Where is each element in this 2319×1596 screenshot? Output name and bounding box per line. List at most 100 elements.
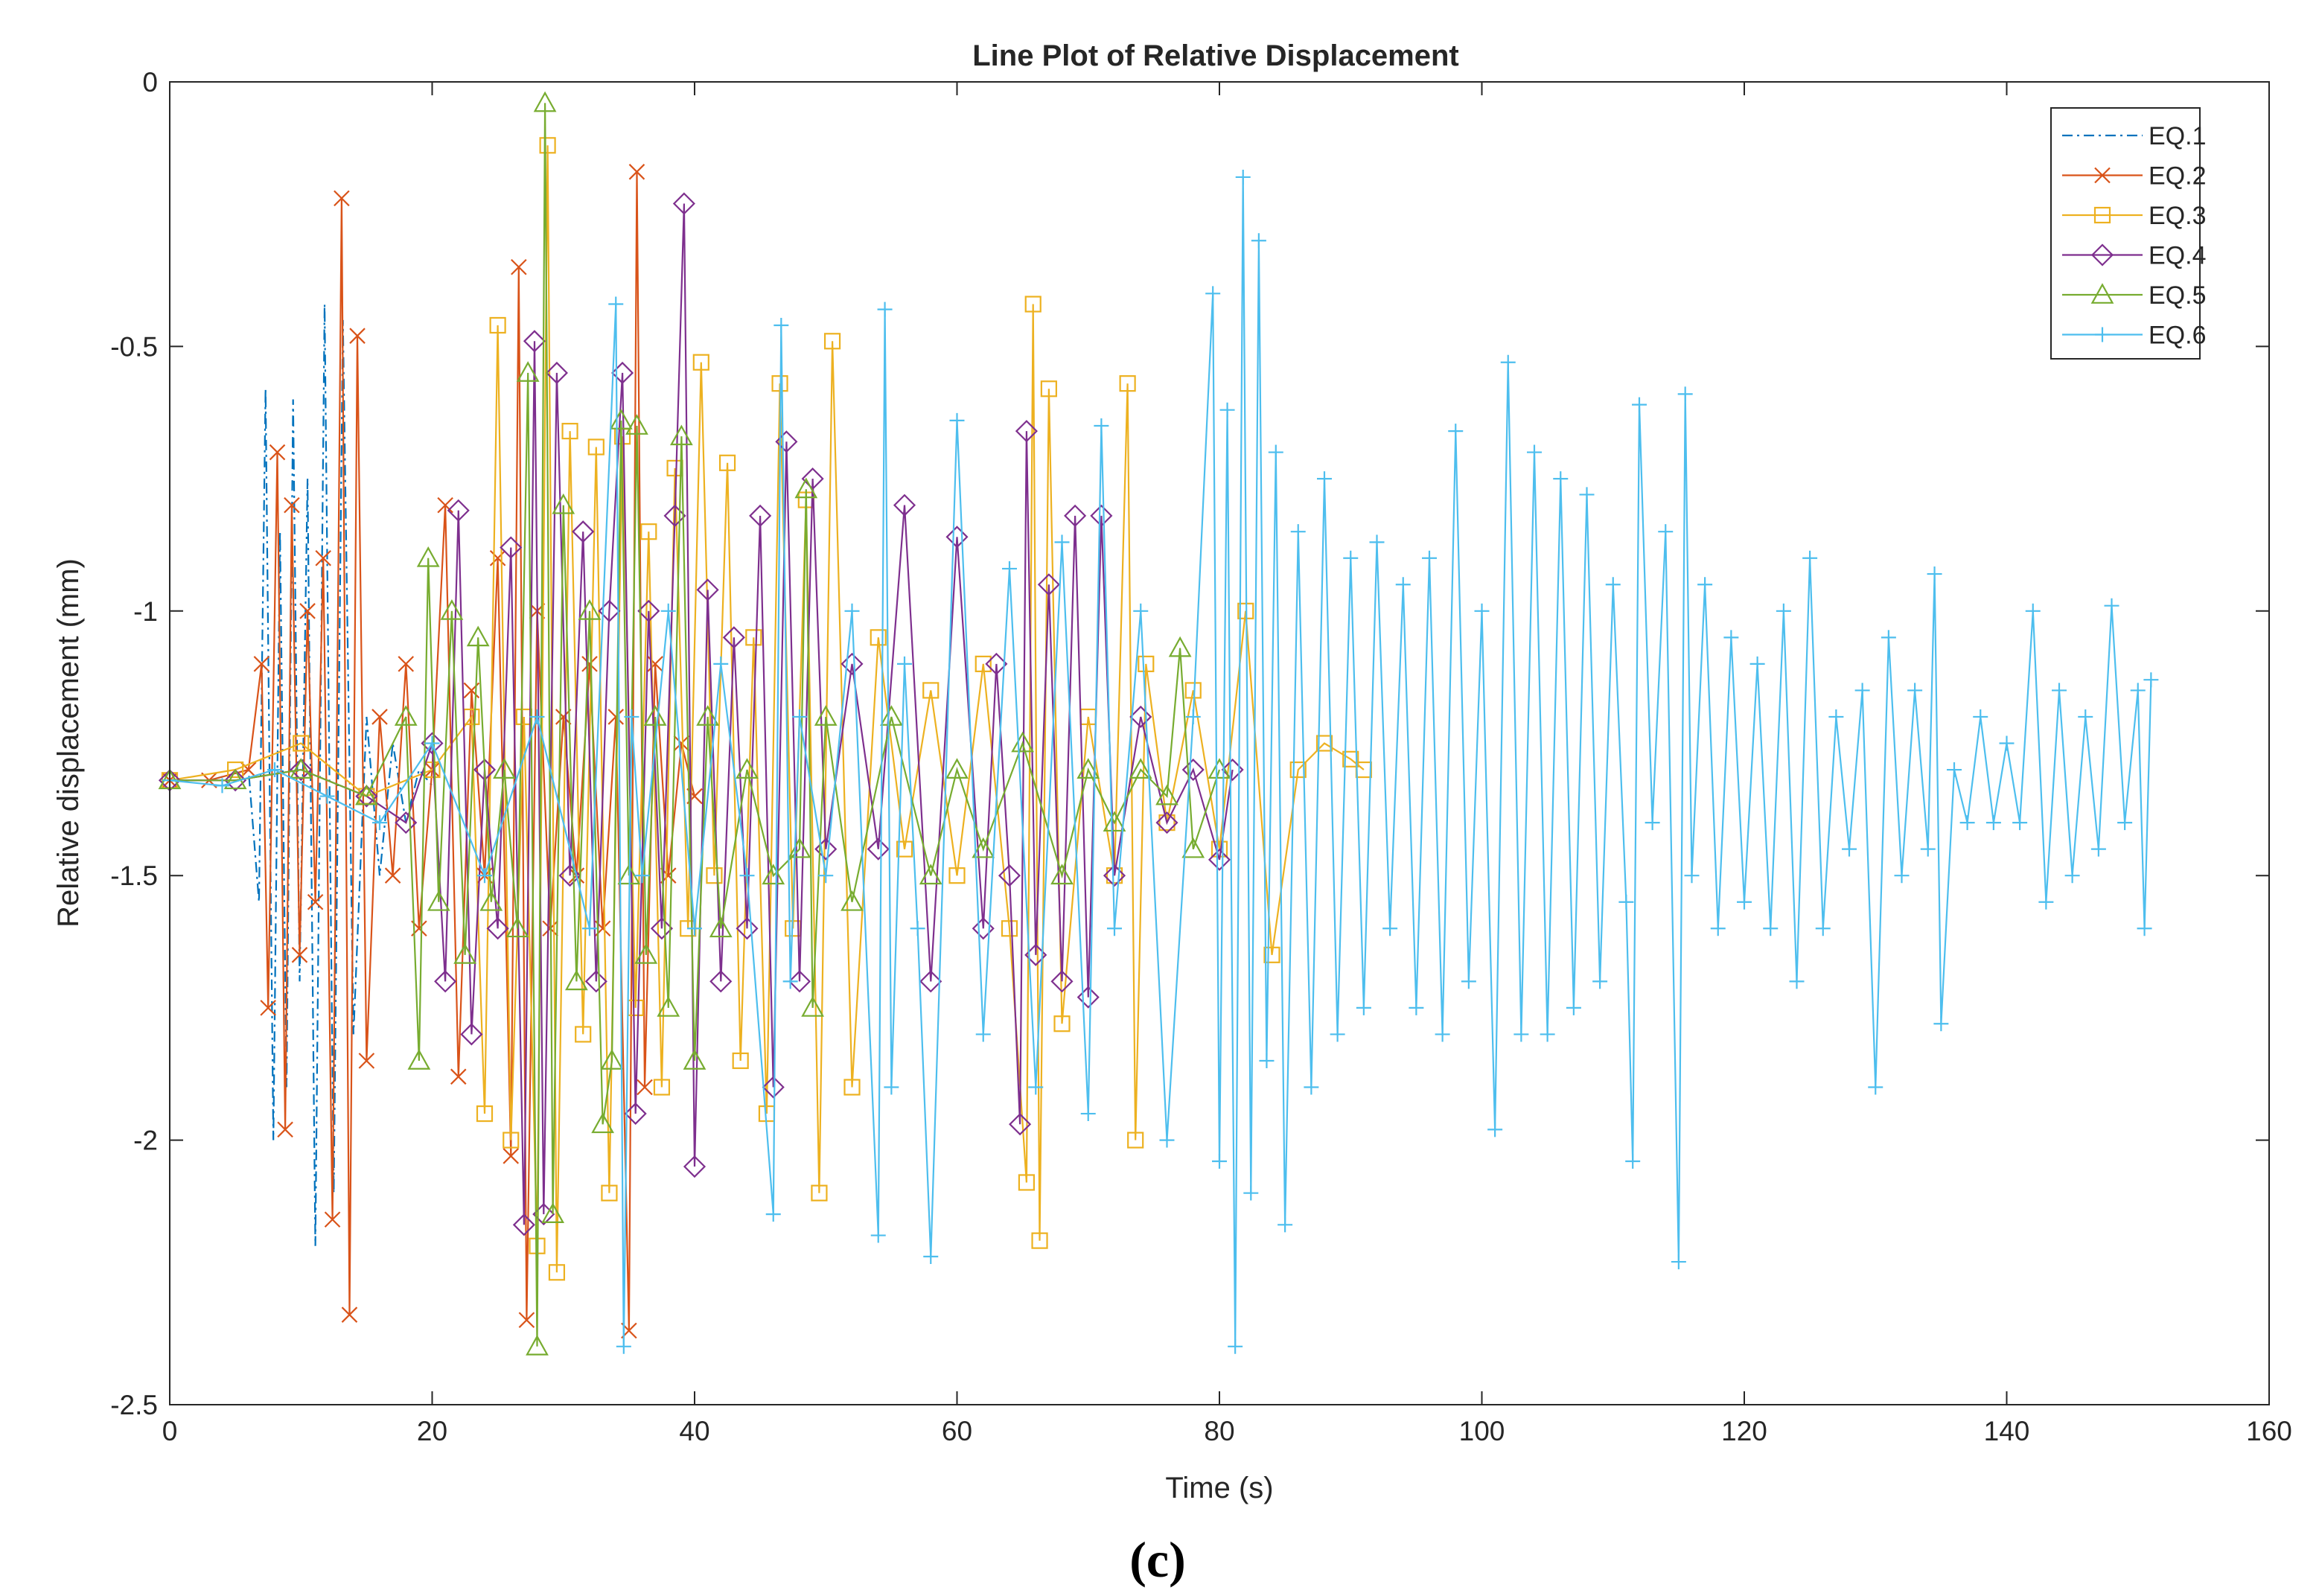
legend-item-eq6[interactable]: EQ.6 [2062, 322, 2206, 350]
data-point-marker [794, 477, 818, 499]
legend-items: EQ.1 EQ.2 EQ.3 EQ.4 EQ.5 EQ.6 [2062, 122, 2206, 350]
data-point-marker [1815, 921, 1831, 936]
data-point-marker [1435, 1027, 1450, 1042]
y-tick-label: -1 [133, 596, 158, 627]
data-point-marker [1103, 864, 1126, 887]
data-point-marker [1927, 566, 1942, 582]
data-point-marker [493, 758, 516, 779]
data-point-marker [489, 549, 506, 566]
x-tick-label: 100 [1459, 1416, 1505, 1446]
data-point-marker [2104, 598, 2119, 613]
data-point-marker [607, 709, 625, 725]
legend-item-eq5[interactable]: EQ.5 [2062, 281, 2206, 310]
data-point-marker [1168, 636, 1192, 657]
data-point-marker [2130, 683, 2146, 698]
data-point-marker [634, 943, 658, 964]
data-point-marker [398, 656, 415, 672]
data-point-marker [1749, 656, 1765, 671]
x-tick-label: 20 [417, 1416, 447, 1446]
data-point-marker [919, 864, 942, 885]
data-point-marker [877, 301, 893, 317]
data-point-marker [673, 735, 690, 752]
data-point-marker [762, 1076, 785, 1099]
legend-item-eq1[interactable]: EQ.1 [2062, 122, 2206, 150]
data-point-marker [324, 1211, 341, 1228]
data-point-marker [578, 599, 602, 620]
data-point-marker [896, 840, 913, 858]
data-point-marker [2117, 815, 2133, 831]
data-point-marker [1158, 814, 1176, 831]
data-point-marker [683, 1049, 706, 1070]
data-point-marker [844, 603, 860, 619]
data-point-marker [670, 424, 693, 446]
data-point-marker [558, 864, 581, 887]
data-point-marker [1947, 762, 1962, 778]
legend-item-eq2[interactable]: EQ.2 [2062, 162, 2206, 191]
legend-item-eq4[interactable]: EQ.4 [2062, 242, 2206, 270]
data-point-marker [762, 864, 785, 885]
data-point-marker [709, 970, 733, 993]
data-point-marker [749, 504, 772, 527]
data-point-marker [582, 921, 597, 936]
data-point-marker [870, 629, 887, 646]
series-eq2 [162, 164, 703, 1339]
data-point-marker [1076, 986, 1100, 1009]
data-point-marker [1645, 815, 1660, 831]
data-point-marker [640, 523, 657, 540]
data-point-marker [1513, 1027, 1529, 1042]
data-point-marker [2064, 868, 2080, 884]
data-point-marker [1317, 471, 1332, 487]
data-point-marker [503, 1148, 520, 1164]
data-point-marker [1289, 761, 1307, 779]
data-point-marker [349, 328, 366, 344]
data-point-marker [1828, 709, 1844, 724]
data-point-marker [1677, 386, 1693, 402]
legend-marker [2090, 283, 2114, 304]
data-point-marker [692, 354, 709, 371]
data-point-marker [1290, 524, 1306, 540]
data-point-marker [616, 1338, 631, 1354]
data-point-marker [584, 970, 607, 993]
data-point-marker [1315, 735, 1333, 752]
data-point-marker [643, 705, 667, 726]
data-point-marker [416, 546, 440, 567]
y-tick-label: 0 [142, 67, 158, 98]
data-point-marker [1566, 1000, 1581, 1015]
data-point-marker [945, 526, 969, 549]
data-point-marker [1080, 1106, 1096, 1122]
data-point-marker [2078, 709, 2093, 724]
legend-label: EQ.4 [2149, 242, 2206, 270]
data-point-marker [919, 970, 942, 993]
data-point-marker [1268, 444, 1283, 460]
data-point-marker [739, 868, 755, 884]
data-point-marker [548, 1264, 566, 1281]
data-point-marker [765, 1207, 781, 1222]
data-point-marker [1448, 424, 1464, 439]
data-point-marker [788, 970, 811, 993]
data-point-marker [561, 423, 578, 440]
data-point-marker [1854, 683, 1870, 698]
data-point-marker [1461, 974, 1476, 989]
legend[interactable]: EQ.1 EQ.2 EQ.3 EQ.4 EQ.5 EQ.6 [2050, 107, 2206, 360]
legend-item-eq3[interactable]: EQ.3 [2062, 202, 2206, 230]
data-point-marker [1129, 705, 1152, 729]
legend-marker [2094, 167, 2111, 184]
data-point-marker [1181, 758, 1205, 782]
data-point-marker [1064, 504, 1087, 527]
data-point-marker [1356, 1000, 1371, 1015]
x-tick-label: 120 [1721, 1416, 1767, 1446]
data-point-marker [624, 709, 639, 724]
data-point-marker [897, 656, 912, 671]
data-point-marker [1205, 286, 1221, 301]
data-point-marker [1050, 864, 1074, 885]
data-point-marker [1894, 868, 1910, 884]
y-tick-label: -0.5 [110, 331, 158, 362]
data-point-marker [1985, 815, 2001, 831]
x-tick-label: 60 [942, 1416, 972, 1446]
data-point-marker [608, 296, 624, 312]
data-point-marker [424, 735, 440, 751]
data-point-marker [1737, 894, 1752, 910]
data-point-marker [307, 893, 324, 910]
data-point-marker [1959, 815, 1975, 831]
data-point-marker [814, 705, 838, 726]
